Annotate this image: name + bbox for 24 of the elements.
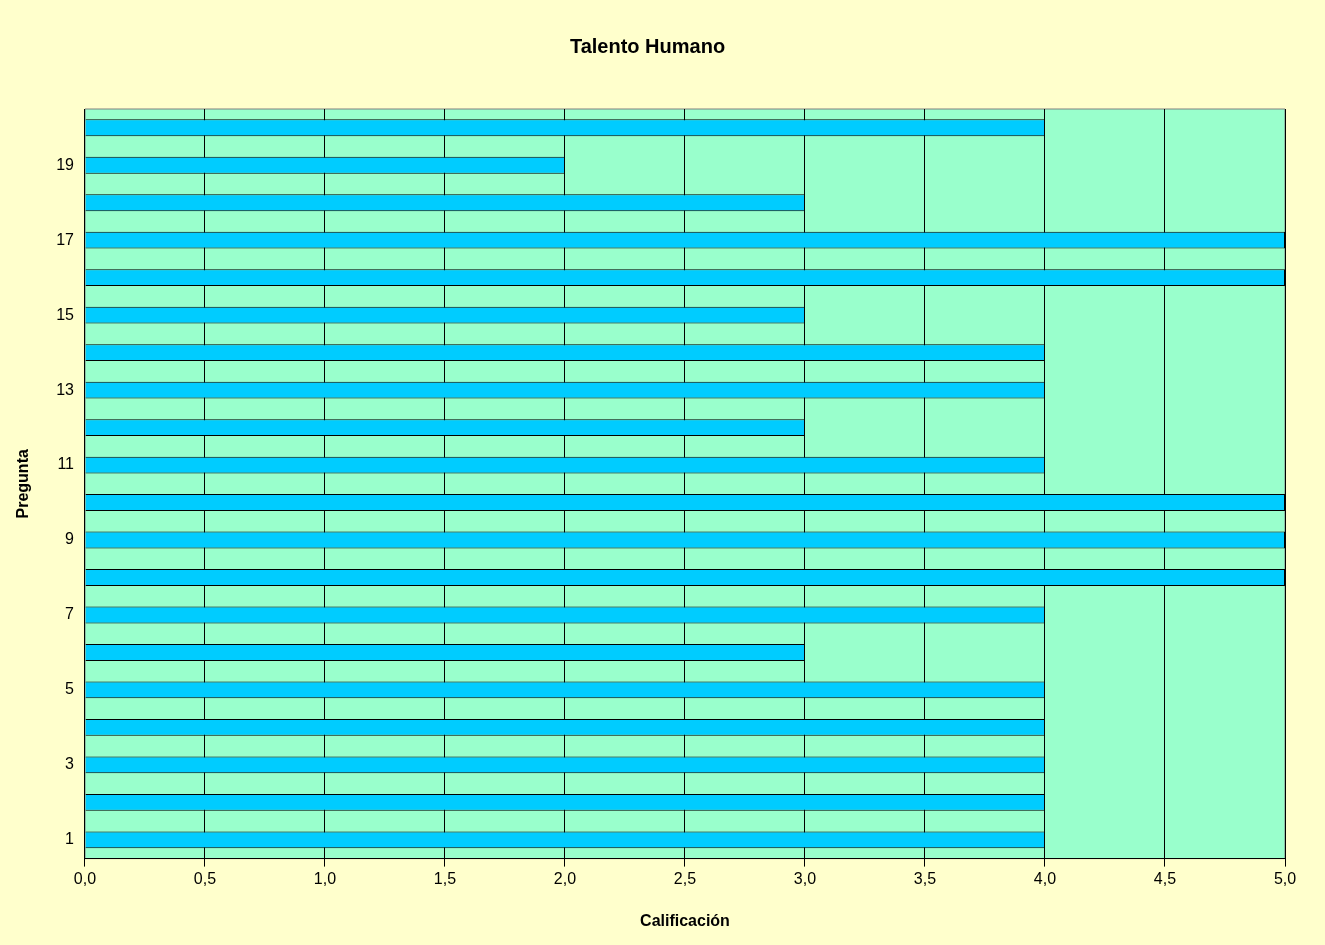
x-tick-label: 0,0 (73, 869, 97, 887)
x-tick-label: 2,0 (553, 869, 577, 887)
y-tick-label: 15 (56, 305, 75, 323)
y-tick-label: 5 (65, 680, 75, 698)
x-tick-label: 0,5 (193, 869, 217, 887)
y-tick-label: 19 (56, 155, 75, 173)
x-axis-title: Calificación (640, 911, 730, 929)
x-tick-label: 3,0 (793, 869, 817, 887)
x-tick-label: 2,5 (673, 869, 697, 887)
y-axis-title: Pregunta (14, 449, 32, 519)
x-tick-label: 4,5 (1153, 869, 1177, 887)
y-tick-label: 9 (65, 530, 75, 548)
y-tick-label: 11 (57, 455, 75, 473)
x-tick-label: 5,0 (1273, 869, 1297, 887)
y-tick-label: 13 (56, 380, 75, 398)
x-tick-label: 3,5 (913, 869, 937, 887)
y-tick-label: 3 (65, 755, 75, 773)
y-tick-label: 7 (65, 605, 75, 623)
y-tick-label: 17 (56, 230, 75, 248)
y-tick-label: 1 (65, 830, 75, 848)
x-tick-label: 1,5 (433, 869, 457, 887)
x-tick-label: 1,0 (313, 869, 337, 887)
chart-title: Talento Humano (569, 34, 726, 57)
x-tick-label: 4,0 (1033, 869, 1057, 887)
